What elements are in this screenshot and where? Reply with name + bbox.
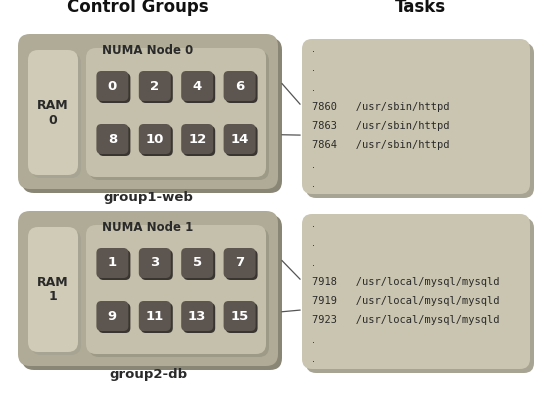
FancyBboxPatch shape bbox=[183, 250, 215, 280]
Text: 3: 3 bbox=[150, 256, 159, 269]
Text: .: . bbox=[312, 179, 315, 189]
FancyBboxPatch shape bbox=[183, 303, 215, 333]
Text: .: . bbox=[312, 258, 315, 268]
FancyBboxPatch shape bbox=[99, 126, 130, 156]
Text: 15: 15 bbox=[231, 310, 249, 323]
Text: 8: 8 bbox=[108, 132, 117, 145]
FancyBboxPatch shape bbox=[96, 71, 128, 101]
FancyBboxPatch shape bbox=[302, 39, 530, 194]
FancyBboxPatch shape bbox=[96, 124, 128, 154]
FancyBboxPatch shape bbox=[226, 73, 258, 103]
FancyBboxPatch shape bbox=[31, 53, 81, 178]
Text: 4: 4 bbox=[192, 80, 202, 93]
FancyBboxPatch shape bbox=[139, 71, 171, 101]
FancyBboxPatch shape bbox=[22, 38, 282, 193]
FancyBboxPatch shape bbox=[18, 34, 278, 189]
FancyBboxPatch shape bbox=[224, 248, 255, 278]
FancyBboxPatch shape bbox=[306, 218, 534, 373]
FancyBboxPatch shape bbox=[86, 48, 266, 177]
FancyBboxPatch shape bbox=[139, 301, 171, 331]
Text: .: . bbox=[312, 160, 315, 170]
FancyBboxPatch shape bbox=[99, 303, 130, 333]
Text: Tasks: Tasks bbox=[395, 0, 446, 16]
Text: group1-web: group1-web bbox=[103, 191, 193, 204]
Text: .: . bbox=[312, 83, 315, 93]
FancyBboxPatch shape bbox=[89, 228, 269, 357]
FancyBboxPatch shape bbox=[96, 301, 128, 331]
Text: 7: 7 bbox=[235, 256, 244, 269]
Text: 6: 6 bbox=[235, 80, 244, 93]
FancyBboxPatch shape bbox=[226, 250, 258, 280]
Text: 14: 14 bbox=[230, 132, 249, 145]
Text: 13: 13 bbox=[188, 310, 207, 323]
Text: 7863   /usr/sbin/httpd: 7863 /usr/sbin/httpd bbox=[312, 121, 449, 131]
Text: 7919   /usr/local/mysql/mysqld: 7919 /usr/local/mysql/mysqld bbox=[312, 296, 499, 306]
FancyBboxPatch shape bbox=[226, 303, 258, 333]
FancyBboxPatch shape bbox=[181, 301, 213, 331]
Text: NUMA Node 1: NUMA Node 1 bbox=[102, 221, 193, 234]
Text: NUMA Node 0: NUMA Node 0 bbox=[102, 44, 193, 57]
FancyBboxPatch shape bbox=[141, 73, 173, 103]
Text: 0: 0 bbox=[108, 80, 117, 93]
FancyBboxPatch shape bbox=[28, 227, 78, 352]
FancyBboxPatch shape bbox=[28, 50, 78, 175]
FancyBboxPatch shape bbox=[139, 124, 171, 154]
FancyBboxPatch shape bbox=[224, 301, 255, 331]
FancyBboxPatch shape bbox=[139, 248, 171, 278]
FancyBboxPatch shape bbox=[99, 250, 130, 280]
FancyBboxPatch shape bbox=[89, 51, 269, 180]
Text: 12: 12 bbox=[188, 132, 207, 145]
FancyBboxPatch shape bbox=[18, 211, 278, 366]
FancyBboxPatch shape bbox=[31, 230, 81, 355]
FancyBboxPatch shape bbox=[224, 71, 255, 101]
FancyBboxPatch shape bbox=[141, 250, 173, 280]
Text: 7918   /usr/local/mysql/mysqld: 7918 /usr/local/mysql/mysqld bbox=[312, 277, 499, 287]
FancyBboxPatch shape bbox=[224, 124, 255, 154]
Text: 7864   /usr/sbin/httpd: 7864 /usr/sbin/httpd bbox=[312, 140, 449, 151]
FancyBboxPatch shape bbox=[183, 126, 215, 156]
Text: RAM
0: RAM 0 bbox=[37, 98, 69, 126]
FancyBboxPatch shape bbox=[99, 73, 130, 103]
FancyBboxPatch shape bbox=[183, 73, 215, 103]
FancyBboxPatch shape bbox=[141, 126, 173, 156]
Text: Control Groups: Control Groups bbox=[67, 0, 209, 16]
Text: 7860   /usr/sbin/httpd: 7860 /usr/sbin/httpd bbox=[312, 102, 449, 112]
Text: group2-db: group2-db bbox=[109, 368, 187, 381]
FancyBboxPatch shape bbox=[302, 214, 530, 369]
FancyBboxPatch shape bbox=[226, 126, 258, 156]
Text: .: . bbox=[312, 335, 315, 345]
FancyBboxPatch shape bbox=[22, 215, 282, 370]
FancyBboxPatch shape bbox=[306, 43, 534, 198]
FancyBboxPatch shape bbox=[86, 225, 266, 354]
FancyBboxPatch shape bbox=[141, 303, 173, 333]
Text: 9: 9 bbox=[108, 310, 117, 323]
FancyBboxPatch shape bbox=[181, 248, 213, 278]
Text: .: . bbox=[312, 219, 315, 229]
Text: .: . bbox=[312, 63, 315, 73]
FancyBboxPatch shape bbox=[181, 124, 213, 154]
FancyBboxPatch shape bbox=[96, 248, 128, 278]
Text: 11: 11 bbox=[146, 310, 164, 323]
Text: 1: 1 bbox=[108, 256, 117, 269]
Text: 7923   /usr/local/mysql/mysqld: 7923 /usr/local/mysql/mysqld bbox=[312, 316, 499, 325]
Text: .: . bbox=[312, 354, 315, 364]
Text: RAM
1: RAM 1 bbox=[37, 275, 69, 303]
FancyBboxPatch shape bbox=[181, 71, 213, 101]
Text: 5: 5 bbox=[193, 256, 202, 269]
Text: .: . bbox=[312, 238, 315, 248]
Text: 10: 10 bbox=[146, 132, 164, 145]
Text: 2: 2 bbox=[150, 80, 159, 93]
Text: .: . bbox=[312, 44, 315, 54]
